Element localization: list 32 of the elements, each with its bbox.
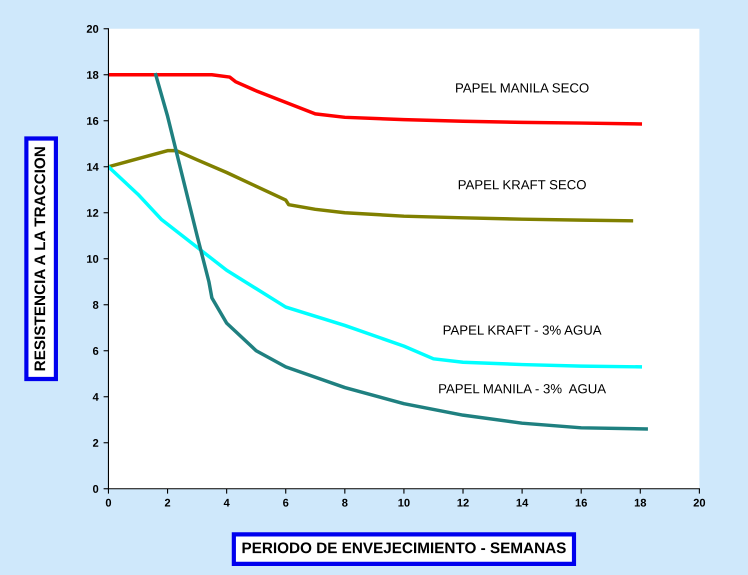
y-tick-label: 8 <box>92 301 98 309</box>
y-tick-label: 0 <box>93 485 98 493</box>
y-tick-label: 2 <box>92 439 98 447</box>
x-tick-label: 12 <box>458 498 469 507</box>
x-tick-label: 20 <box>694 498 706 507</box>
x-axis-title: PERIODO DE ENVEJECIMIENTO - SEMANAS <box>242 542 566 554</box>
y-tick-label: 10 <box>87 255 98 263</box>
y-tick-label: 4 <box>92 393 99 401</box>
y-tick-label: 20 <box>86 25 98 33</box>
line-series <box>154 73 648 431</box>
y-tick-label: 16 <box>87 117 98 125</box>
text: PAPEL KRAFT SECO <box>458 180 586 190</box>
series-label: PAPEL MANILA - 3% AGUA <box>439 384 606 394</box>
x-tick-label: 0 <box>106 498 112 507</box>
x-tick-label: 16 <box>576 498 587 507</box>
y-axis-title: RESISTENCIA A LA TRACCION <box>34 147 46 370</box>
x-tick-label: 18 <box>634 498 646 507</box>
y-tick-label: 18 <box>87 71 98 79</box>
y-tick-label: 14 <box>87 163 99 171</box>
y-tick-label: 6 <box>92 347 98 355</box>
x-tick-label: 2 <box>164 498 170 507</box>
x-tick-label: 4 <box>224 498 230 507</box>
line-series <box>108 165 642 369</box>
x-tick-label: 8 <box>342 498 348 507</box>
x-tick-label: 14 <box>516 498 528 507</box>
line-series <box>108 148 634 223</box>
text: PAPEL MANILA SECO <box>456 83 589 93</box>
series-label: PAPEL KRAFT - 3% AGUA <box>444 325 602 335</box>
line-series <box>108 73 642 126</box>
x-tick-label: 6 <box>283 498 288 507</box>
x-tick-label: 10 <box>398 498 410 507</box>
y-tick-label: 12 <box>87 209 98 217</box>
